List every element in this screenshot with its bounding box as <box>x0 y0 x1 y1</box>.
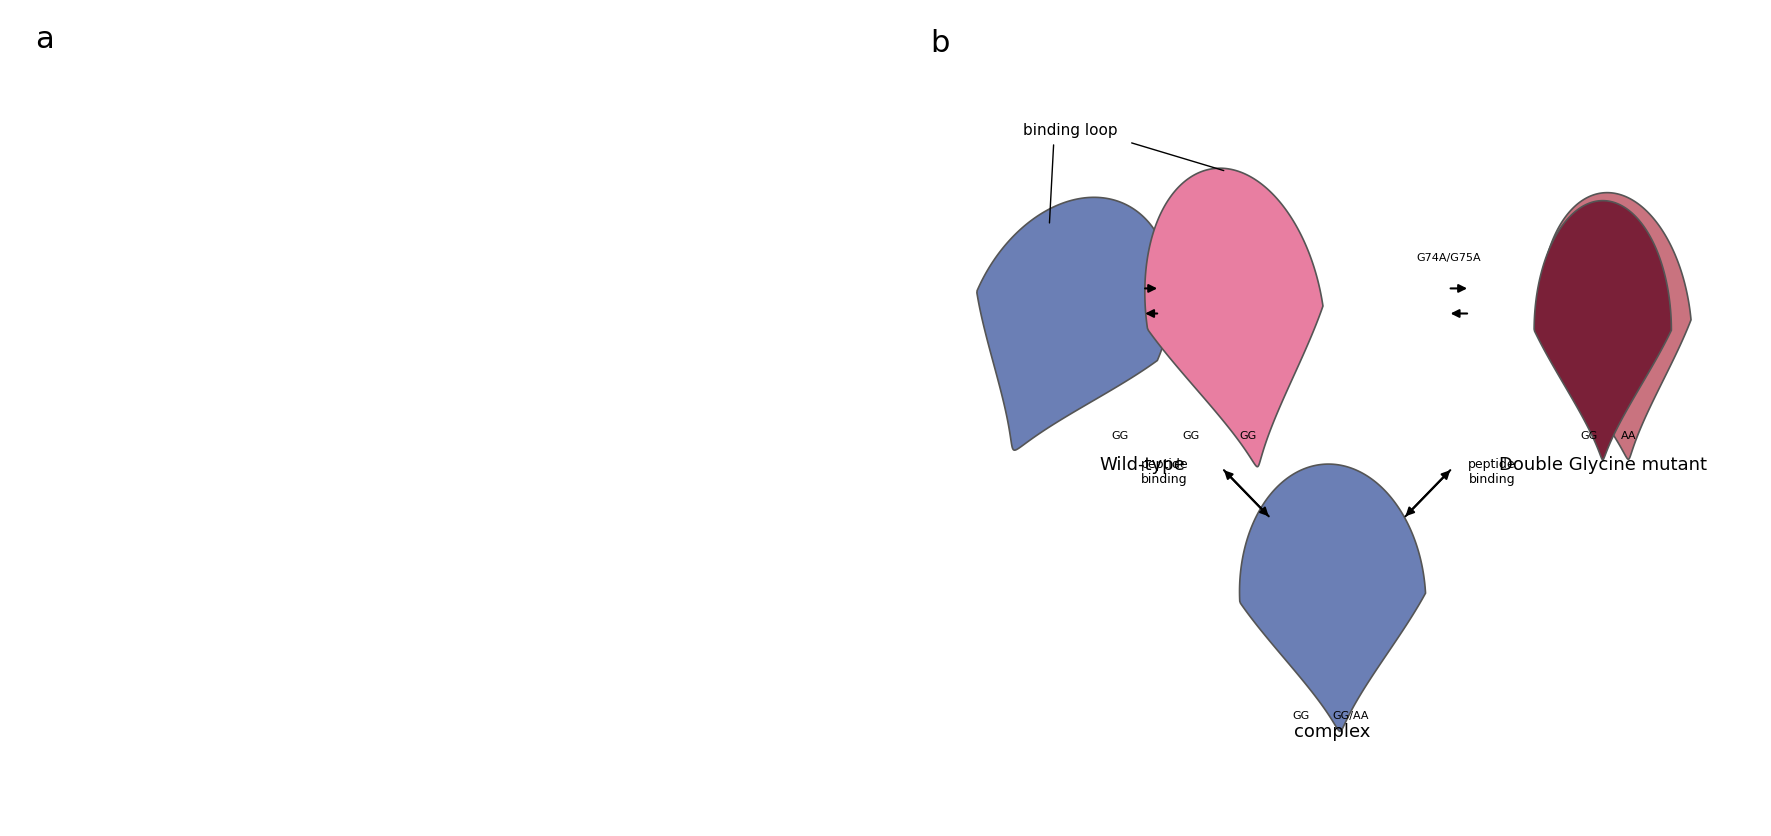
Text: peptide
binding: peptide binding <box>1468 458 1516 487</box>
Text: Double Glycine mutant: Double Glycine mutant <box>1498 456 1707 474</box>
Text: complex: complex <box>1295 723 1371 742</box>
Text: a: a <box>35 25 55 54</box>
Polygon shape <box>978 197 1172 450</box>
Text: GG: GG <box>1293 711 1311 721</box>
Text: Wild-type: Wild-type <box>1100 456 1185 474</box>
Text: AA: AA <box>1620 431 1636 441</box>
Text: b: b <box>930 29 949 59</box>
Text: GG: GG <box>1580 431 1597 441</box>
Text: binding loop: binding loop <box>1024 123 1118 138</box>
Text: GG: GG <box>1240 431 1257 441</box>
Text: G74A/G75A: G74A/G75A <box>1417 253 1481 263</box>
Text: GG/AA: GG/AA <box>1332 711 1369 721</box>
Text: GG: GG <box>1181 431 1199 441</box>
Polygon shape <box>1534 201 1672 460</box>
Polygon shape <box>1144 168 1323 466</box>
Text: GG: GG <box>1112 431 1128 441</box>
Polygon shape <box>1240 464 1426 732</box>
Polygon shape <box>1541 192 1691 459</box>
Text: peptide
binding: peptide binding <box>1141 458 1188 487</box>
